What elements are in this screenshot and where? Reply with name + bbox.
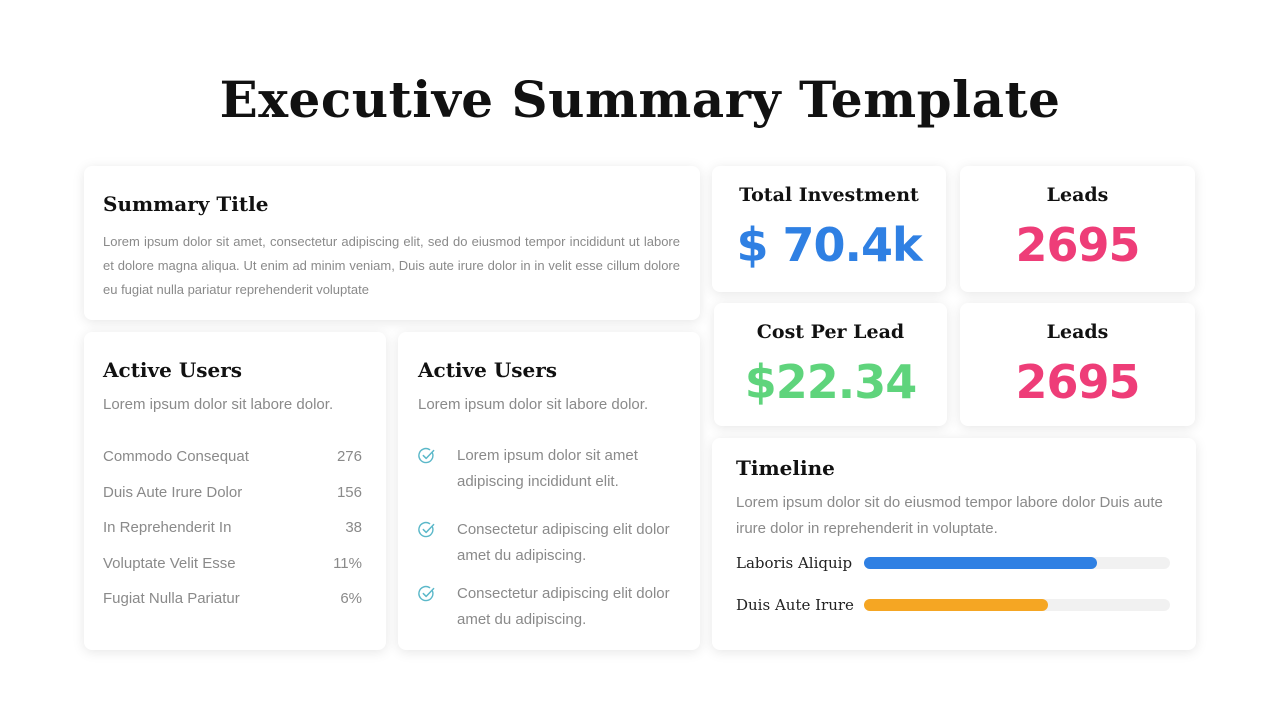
active-users-subtitle: Lorem ipsum dolor sit labore dolor.	[418, 396, 649, 413]
stat-value: 38	[345, 519, 362, 536]
active-users-title: Active Users	[103, 358, 243, 382]
stat-value: 276	[336, 448, 362, 465]
active-users-subtitle: Lorem ipsum dolor sit labore dolor.	[103, 396, 334, 413]
stat-row: Duis Aute Irure Dolor 156	[103, 483, 362, 519]
stat-label: In Reprehenderit In	[103, 519, 232, 536]
kpi-card-total-investment: Total Investment $ 70.4k	[712, 166, 946, 292]
kpi-label: Leads	[1046, 321, 1109, 343]
stat-row: In Reprehenderit In 38	[103, 518, 362, 554]
progress-label: Laboris Aliquip	[736, 554, 853, 572]
active-users-title: Active Users	[418, 358, 558, 382]
timeline-title: Timeline	[736, 456, 835, 480]
kpi-label: Cost Per Lead	[756, 321, 905, 343]
list-item: Consectetur adipiscing elit dolor amet d…	[418, 581, 680, 633]
stat-label: Commodo Consequat	[103, 448, 249, 465]
check-item-text: Consectetur adipiscing elit dolor amet d…	[457, 585, 670, 628]
page-title: Executive Summary Template	[219, 70, 1061, 129]
active-users-checklist-card: Active Users Lorem ipsum dolor sit labor…	[398, 332, 700, 650]
progress-row: Laboris Aliquip	[736, 542, 1170, 584]
stat-row: Voluptate Velit Esse 11%	[103, 554, 362, 590]
timeline-card: Timeline Lorem ipsum dolor sit do eiusmo…	[712, 438, 1196, 650]
summary-body: Lorem ipsum dolor sit amet, consectetur …	[103, 234, 680, 297]
summary-card: Summary Title Lorem ipsum dolor sit amet…	[84, 166, 700, 320]
kpi-card-leads: Leads 2695	[960, 166, 1195, 292]
kpi-card-leads-2: Leads 2695	[960, 303, 1195, 426]
stat-label: Fugiat Nulla Pariatur	[103, 590, 240, 607]
progress-fill	[864, 599, 1048, 611]
check-item-text: Lorem ipsum dolor sit amet adipiscing in…	[457, 447, 638, 490]
timeline-body: Lorem ipsum dolor sit do eiusmod tempor …	[736, 494, 1163, 537]
kpi-value: 2695	[1015, 218, 1140, 272]
kpi-value: $ 70.4k	[736, 218, 922, 272]
check-circle-icon	[418, 443, 457, 495]
progress-track	[864, 599, 1170, 611]
kpi-label: Leads	[1046, 184, 1109, 206]
stat-row: Fugiat Nulla Pariatur 6%	[103, 589, 362, 625]
progress-track	[864, 557, 1170, 569]
stat-label: Duis Aute Irure Dolor	[103, 483, 243, 501]
list-item: Lorem ipsum dolor sit amet adipiscing in…	[418, 443, 680, 495]
check-item-text: Consectetur adipiscing elit dolor amet d…	[457, 521, 670, 564]
active-users-stats-card: Active Users Lorem ipsum dolor sit labor…	[84, 332, 386, 650]
progress-label: Duis Aute Irure	[736, 596, 854, 614]
stat-value: 11%	[333, 554, 362, 572]
list-item: Consectetur adipiscing elit dolor amet d…	[418, 517, 680, 569]
progress-row: Duis Aute Irure	[736, 584, 1170, 626]
kpi-value: 2695	[1015, 355, 1140, 409]
kpi-card-cost-per-lead: Cost Per Lead $22.34	[714, 303, 947, 426]
progress-fill	[864, 557, 1097, 569]
stat-list: Commodo Consequat 276 Duis Aute Irure Do…	[103, 447, 362, 625]
kpi-label: Total Investment	[739, 184, 919, 206]
stat-label: Voluptate Velit Esse	[103, 554, 236, 572]
kpi-value: $22.34	[744, 355, 918, 409]
summary-title: Summary Title	[103, 192, 269, 216]
stat-value: 156	[336, 483, 362, 501]
stat-row: Commodo Consequat 276	[103, 447, 362, 483]
check-list: Lorem ipsum dolor sit amet adipiscing in…	[418, 443, 680, 633]
stat-value: 6%	[340, 590, 362, 607]
check-circle-icon	[418, 517, 457, 569]
check-circle-icon	[418, 581, 457, 633]
